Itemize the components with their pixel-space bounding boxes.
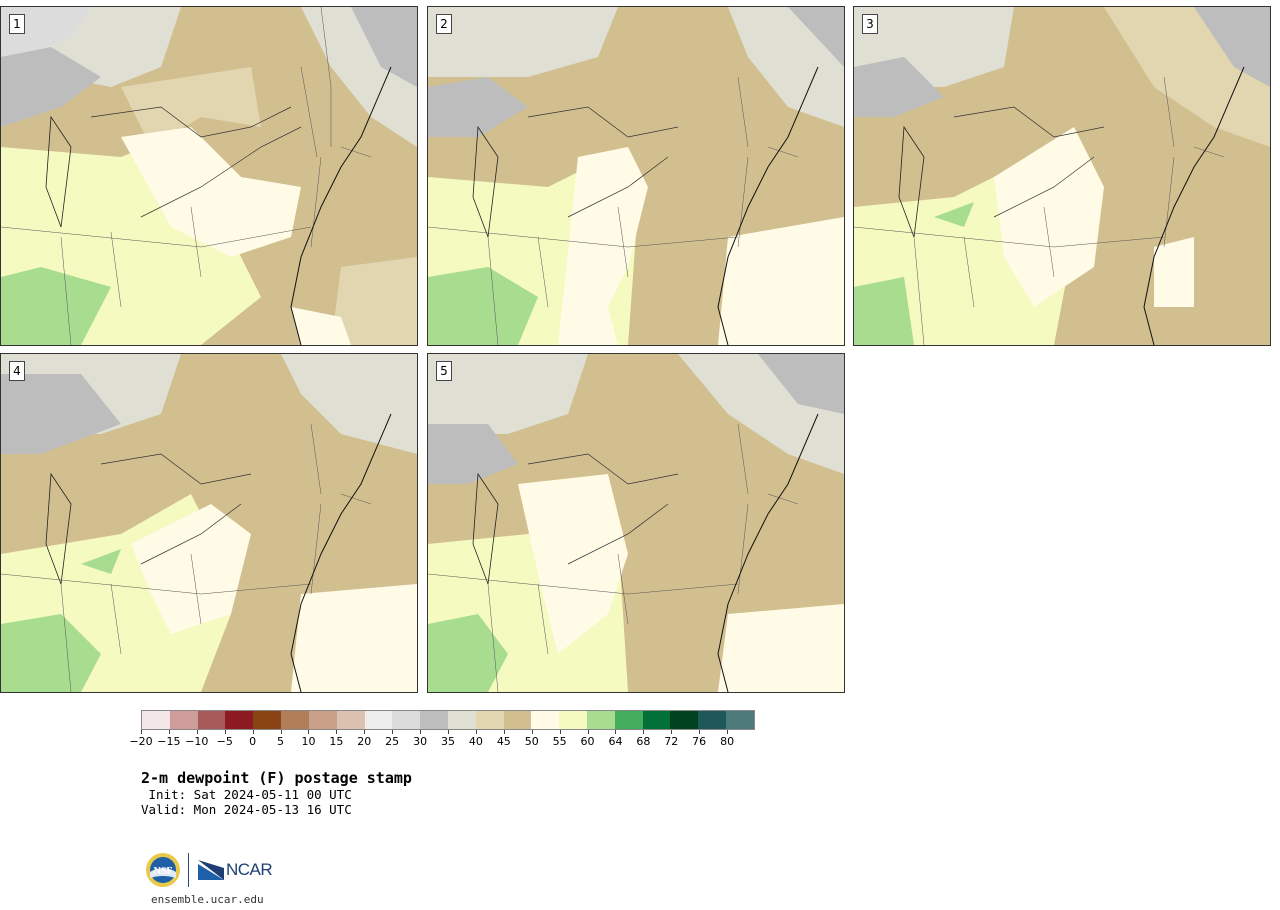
colorbar-tick (587, 730, 589, 734)
panel-number: 4 (9, 361, 25, 381)
colorbar-tick-label: 15 (329, 735, 344, 748)
colorbar-tick-label: 40 (468, 735, 483, 748)
dewpoint-map-3 (854, 7, 1270, 345)
colorbar-segment (420, 711, 448, 729)
colorbar-tick (448, 730, 449, 734)
colorbar-tick (699, 730, 701, 734)
colorbar-tick-label: 0 (249, 735, 257, 748)
colorbar-tick-label: 30 (413, 735, 428, 748)
dewpoint-map-5 (428, 354, 844, 692)
colorbar-segment (142, 711, 170, 729)
colorbar-tick-label: 25 (385, 735, 400, 748)
colorbar-ticks: −20 −15 −10 −5 0 5 10 15 20 25 30 35 40 45 50 55 60 64 68 7… (129, 730, 755, 750)
init-time: Init: Sat 2024-05-11 00 UTC (141, 787, 352, 802)
dewpoint-map-4 (1, 354, 417, 692)
colorbar-tick-label: 68 (636, 735, 651, 748)
colorbar-tick-label: 5 (277, 735, 285, 748)
colorbar-tick-label: 55 (552, 735, 567, 748)
map-panel-2: 2 (427, 6, 845, 346)
colorbar-tick (168, 730, 170, 734)
colorbar-segment (531, 711, 560, 729)
colorbar-tick (559, 730, 561, 734)
valid-time: Valid: Mon 2024-05-13 16 UTC (141, 802, 352, 817)
colorbar-tick (308, 730, 310, 734)
colorbar-tick (196, 730, 198, 734)
colorbar-tick-label: 35 (441, 735, 455, 748)
colorbar-tick (336, 730, 338, 734)
nsf-logo-text: NSF (154, 866, 173, 877)
colorbar-tick-label: −5 (216, 735, 233, 748)
panel-number: 5 (436, 361, 452, 381)
colorbar-segment (670, 711, 699, 729)
colorbar-segment (614, 711, 643, 729)
colorbar-segment (197, 711, 226, 729)
colorbar-tick-label: 76 (692, 735, 707, 748)
colorbar-tick-label: 10 (301, 735, 316, 748)
logo-divider (188, 853, 189, 887)
colorbar-tick (141, 730, 142, 734)
map-panel-4: 4 (0, 353, 418, 693)
colorbar-tick (615, 730, 617, 734)
colorbar-tick (420, 730, 422, 734)
colorbar-segment (169, 711, 198, 729)
chart-title: 2-m dewpoint (F) postage stamp (141, 769, 412, 787)
colorbar-tick-label: 80 (720, 735, 735, 748)
colorbar-tick (643, 730, 645, 734)
ncar-logo-icon (198, 860, 224, 880)
colorbar-tick (252, 730, 254, 734)
colorbar-segment (447, 711, 476, 729)
colorbar-tick-label: 64 (608, 735, 623, 748)
colorbar-segment (726, 711, 754, 729)
colorbar-segment (587, 711, 615, 729)
colorbar-tick-label: 50 (524, 735, 539, 748)
panel-number: 1 (9, 14, 25, 34)
dewpoint-map-1 (1, 7, 417, 345)
colorbar-tick-label: 60 (580, 735, 595, 748)
colorbar-tick (224, 730, 226, 734)
colorbar-segment (336, 711, 365, 729)
colorbar-segment (392, 711, 421, 729)
panel-number: 2 (436, 14, 452, 34)
colorbar-tick-label: 45 (496, 735, 511, 748)
dewpoint-map-2 (428, 7, 844, 345)
colorbar-tick (392, 730, 394, 734)
colorbar-tick (364, 730, 366, 734)
map-panel-5: 5 (427, 353, 845, 693)
colorbar-tick-label: −20 (129, 735, 153, 748)
colorbar-tick (671, 730, 673, 734)
colorbar-tick-label: 72 (664, 735, 679, 748)
panel-number: 3 (862, 14, 878, 34)
ncar-logo-text: NCAR (226, 860, 273, 879)
colorbar-segment (698, 711, 727, 729)
site-url: ensemble.ucar.edu (151, 893, 264, 906)
colorbar-tick (531, 730, 533, 734)
colorbar-tick (475, 730, 477, 734)
colorbar-segment (225, 711, 254, 729)
colorbar-tick-label: 20 (357, 735, 372, 748)
colorbar-segment (503, 711, 532, 729)
colorbar-tick (727, 730, 729, 734)
colorbar-segment (364, 711, 393, 729)
colorbar-segment (308, 711, 337, 729)
colorbar-segment (475, 711, 504, 729)
colorbar-segment (642, 711, 671, 729)
colorbar-tick (280, 730, 282, 734)
logos: NSF NCAR (145, 852, 273, 888)
colorbar-tick-label: −15 (157, 735, 181, 748)
colorbar-segment (253, 711, 282, 729)
nsf-logo-icon: NSF (146, 853, 180, 887)
colorbar (141, 710, 755, 730)
colorbar-tick (503, 730, 505, 734)
colorbar-tick-label: −10 (185, 735, 209, 748)
map-panel-3: 3 (853, 6, 1271, 346)
colorbar-segment (559, 711, 587, 729)
map-panel-1: 1 (0, 6, 418, 346)
colorbar-segment (281, 711, 309, 729)
